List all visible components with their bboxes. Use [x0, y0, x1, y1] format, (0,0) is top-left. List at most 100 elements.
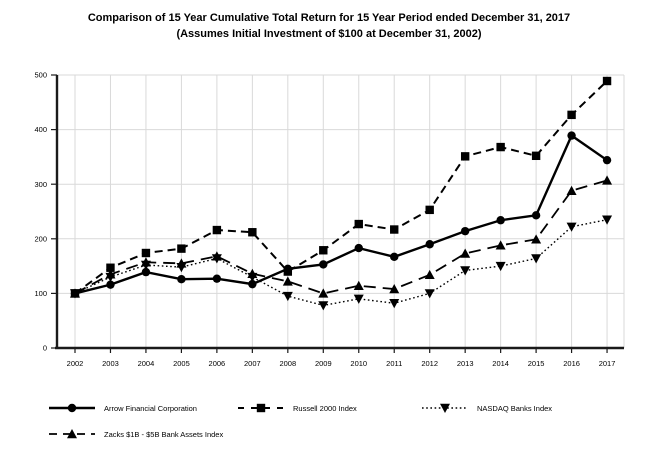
data-point-circle — [283, 264, 293, 274]
series-square — [70, 76, 612, 298]
data-point-square — [248, 228, 257, 237]
data-point-triangle-up — [247, 268, 258, 278]
data-point-triangle-down — [282, 291, 293, 302]
legend-label: Russell 2000 Index — [293, 403, 357, 413]
data-point-triangle-up — [282, 276, 293, 286]
x-axis-tick-label: 2015 — [528, 359, 545, 368]
data-point-triangle-down — [318, 301, 329, 311]
data-point-square — [390, 225, 399, 234]
data-point-square — [256, 403, 266, 413]
x-axis-tick-label: 2007 — [244, 359, 261, 368]
data-point-triangle-down — [440, 403, 450, 413]
data-point-square — [106, 263, 115, 272]
data-point-triangle-up — [460, 248, 471, 258]
series-triangle-up — [70, 175, 613, 298]
y-axis-tick-label: 400 — [34, 125, 47, 134]
x-axis-tick-label: 2010 — [350, 359, 367, 368]
data-point-circle — [141, 267, 151, 277]
data-point-circle — [319, 260, 328, 269]
data-point-square — [354, 219, 363, 229]
legend-swatch-triangle-up-longdash-icon — [49, 429, 95, 439]
data-point-circle — [460, 226, 470, 236]
x-axis-tick-label: 2009 — [315, 359, 332, 368]
legend-swatch-square-dashed-icon — [238, 403, 284, 413]
data-point-triangle-up — [531, 234, 542, 244]
legend-label: NASDAQ Banks Index — [477, 403, 553, 413]
data-point-triangle-up — [140, 257, 151, 267]
x-axis-tick-label: 2003 — [102, 359, 119, 368]
data-point-circle — [496, 216, 505, 225]
data-point-circle — [106, 280, 115, 289]
data-point-square — [460, 152, 470, 161]
series-line — [74, 133, 608, 295]
data-point-circle — [248, 279, 257, 289]
legend-swatch-circle-solid-icon — [49, 403, 95, 413]
data-point-triangle-up — [67, 429, 77, 439]
x-axis-tick-label: 2013 — [457, 359, 474, 368]
data-point-triangle-up — [353, 280, 364, 290]
data-point-square — [425, 205, 434, 215]
data-point-square — [212, 225, 222, 235]
data-point-triangle-down — [531, 254, 542, 264]
legend-item-zacks-bank-assets: Zacks $1B - $5B Bank Assets Index — [48, 427, 223, 441]
data-point-circle — [70, 289, 80, 298]
data-point-triangle-up — [495, 240, 506, 250]
y-axis-tick-label: 0 — [43, 344, 47, 353]
data-point-square — [567, 110, 576, 120]
y-axis-tick-label: 300 — [34, 180, 47, 189]
series-line — [74, 179, 608, 295]
data-point-circle — [212, 274, 222, 283]
data-point-triangle-down — [424, 289, 435, 299]
data-point-triangle-down — [353, 294, 364, 304]
data-point-circle — [567, 131, 576, 140]
y-axis-tick-label: 500 — [34, 71, 47, 80]
x-axis-tick-label: 2012 — [421, 359, 438, 368]
data-point-triangle-up — [424, 269, 435, 280]
data-point-triangle-down — [495, 261, 506, 272]
data-point-square — [141, 248, 151, 258]
data-point-triangle-down — [602, 215, 613, 225]
data-point-square — [496, 142, 505, 152]
data-point-circle — [531, 211, 541, 220]
data-point-square — [319, 246, 328, 255]
series-circle — [70, 131, 612, 298]
data-point-triangle-up — [176, 258, 187, 268]
data-point-triangle-down — [566, 222, 577, 232]
y-axis-tick-label: 200 — [34, 234, 47, 243]
data-point-triangle-up — [318, 288, 329, 298]
data-point-circle — [390, 252, 399, 262]
y-axis-tick-label: 100 — [34, 289, 47, 298]
x-axis-tick-label: 2014 — [492, 359, 509, 368]
x-axis-tick-label: 2004 — [138, 359, 155, 368]
x-axis-tick-label: 2005 — [173, 359, 190, 368]
data-point-circle — [354, 243, 363, 253]
legend-label: Arrow Financial Corporation — [104, 403, 197, 413]
data-point-triangle-down — [460, 266, 471, 276]
chart-title: Comparison of 15 Year Cumulative Total R… — [0, 10, 658, 42]
data-point-square — [177, 244, 186, 253]
data-point-triangle-up — [602, 175, 613, 185]
data-point-square — [531, 151, 541, 161]
data-point-triangle-down — [389, 299, 400, 309]
data-point-triangle-up — [389, 284, 400, 294]
data-point-circle — [177, 275, 186, 284]
data-point-triangle-up — [105, 269, 116, 279]
legend-item-russell-2000: Russell 2000 Index — [237, 401, 357, 415]
x-axis-tick-label: 2002 — [67, 359, 84, 368]
data-point-circle — [425, 240, 434, 249]
legend-label: Zacks $1B - $5B Bank Assets Index — [104, 429, 224, 439]
data-point-triangle-up — [211, 251, 222, 261]
x-axis-tick-label: 2016 — [563, 359, 580, 368]
chart-title-line1: Comparison of 15 Year Cumulative Total R… — [87, 12, 571, 24]
x-axis-tick-label: 2017 — [599, 359, 616, 368]
series-line — [74, 80, 608, 295]
x-axis-tick-label: 2011 — [386, 359, 402, 368]
legend-item-nasdaq-banks: NASDAQ Banks Index — [421, 401, 552, 415]
data-point-circle — [602, 155, 612, 165]
data-point-square — [602, 76, 612, 86]
legend-item-arrow-financial: Arrow Financial Corporation — [48, 401, 197, 415]
x-axis-tick-label: 2008 — [279, 359, 296, 368]
data-point-circle — [67, 403, 77, 413]
